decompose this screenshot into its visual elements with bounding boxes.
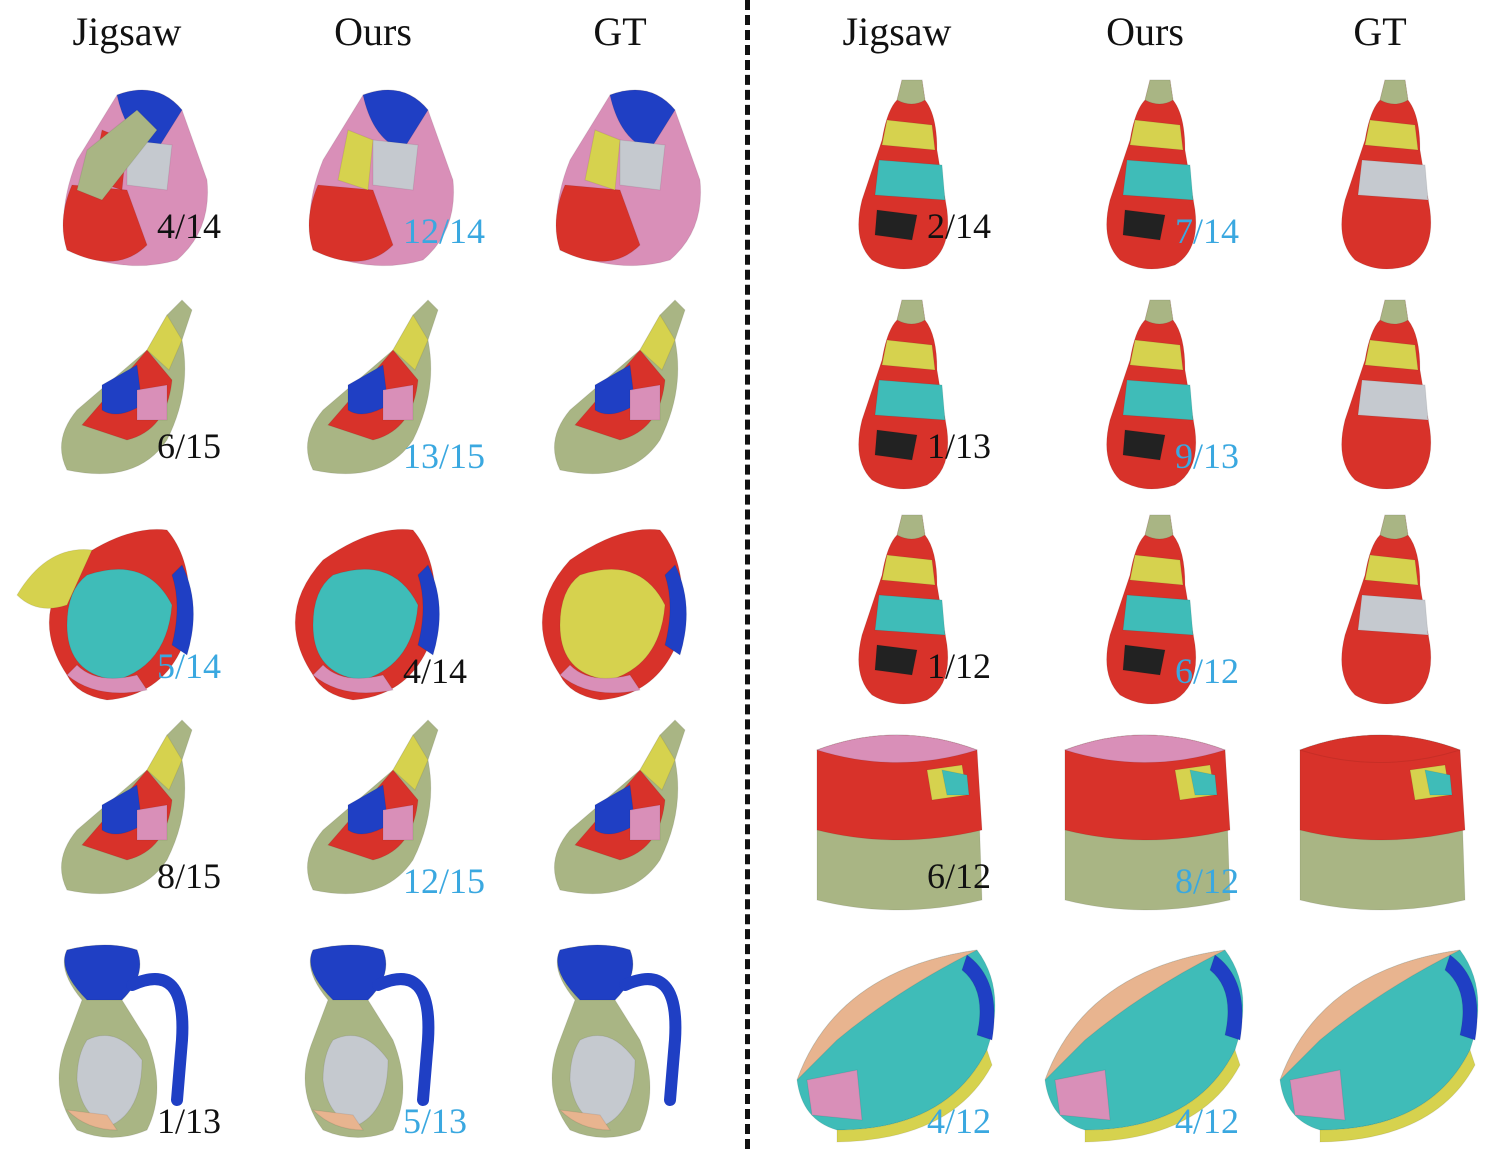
score-left-row5-ours: 5/13 [403,1101,468,1141]
score-left-row1-ours: 12/14 [403,211,486,251]
object-right-row3-gt [1260,505,1495,715]
score-right-row1-jigsaw: 2/14 [927,206,992,246]
bottle-render [858,514,949,705]
bottle-render [858,299,949,490]
pitcher-render [551,944,682,1138]
score-right-row5-jigsaw: 4/12 [927,1101,992,1141]
object-left-row5-jigsaw [7,930,247,1140]
pitcher-render [304,944,435,1138]
wine-bottle-render [553,299,686,475]
header-left-ours: Ours [334,9,412,54]
score-left-row2-jigsaw: 6/15 [157,426,222,466]
object-left-row1-ours [253,70,493,280]
object-right-row5-ours [1025,930,1265,1143]
score-left-row4-ours: 12/15 [403,861,486,901]
object-left-row4-jigsaw [7,710,247,920]
bowl-render [796,949,996,1143]
score-right-row5-ours: 4/12 [1175,1101,1240,1141]
bottle-render [1106,514,1197,705]
wine-bottle-render [306,719,439,895]
object-right-row1-ours [1025,70,1265,280]
object-left-row1-gt [500,70,740,280]
wine-bottle-render [60,719,193,895]
score-right-row2-jigsaw: 1/13 [927,426,992,466]
bottle-render [1106,79,1197,270]
score-right-row4-ours: 8/12 [1175,861,1240,901]
score-left-row5-jigsaw: 1/13 [157,1101,222,1141]
dashed-divider [745,0,750,1149]
jar-render [815,734,983,911]
score-left-row2-ours: 13/15 [403,436,486,476]
object-right-row2-jigsaw [777,290,1017,500]
object-left-row4-ours [253,710,493,920]
bottle-render [1341,514,1432,705]
egg-vase-render [16,528,194,701]
object-right-row2-ours [1025,290,1265,500]
object-left-row2-ours [253,290,493,500]
object-right-row3-ours [1025,505,1265,715]
object-right-row2-gt [1260,290,1495,500]
wine-bottle-render [306,299,439,475]
header-left-gt: GT [593,9,647,54]
cylinder-render [62,89,209,267]
cylinder-render [308,89,455,267]
object-left-row3-ours [253,505,493,715]
score-left-row3-ours: 4/14 [403,651,468,691]
header-right-ours: Ours [1106,9,1184,54]
score-right-row2-ours: 9/13 [1175,436,1240,476]
score-right-row3-jigsaw: 1/12 [927,646,992,686]
header-right-gt: GT [1353,9,1407,54]
object-left-row1-jigsaw [7,70,247,280]
object-right-row1-gt [1260,70,1495,280]
header-left-jigsaw: Jigsaw [72,9,182,54]
bottle-render [858,79,949,270]
object-right-row5-jigsaw [777,930,1017,1143]
score-right-row4-jigsaw: 6/12 [927,856,992,896]
object-left-row2-jigsaw [7,290,247,500]
jar-render [1063,734,1231,911]
object-left-row2-gt [500,290,740,500]
object-right-row4-gt [1260,710,1495,920]
wine-bottle-render [60,299,193,475]
object-left-row3-jigsaw [7,505,247,715]
bottle-render [1341,299,1432,490]
header-right-jigsaw: Jigsaw [842,9,952,54]
object-left-row5-ours [253,930,493,1140]
egg-vase-render [294,528,440,701]
wine-bottle-render [553,719,686,895]
bowl-render [1279,949,1479,1143]
score-left-row1-jigsaw: 4/14 [157,206,222,246]
cylinder-render [555,89,702,267]
bowl-render [1044,949,1244,1143]
jar-render [1298,734,1466,911]
object-left-row4-gt [500,710,740,920]
score-right-row3-ours: 6/12 [1175,651,1240,691]
object-left-row3-gt [500,505,740,715]
object-left-row5-gt [500,930,740,1140]
score-left-row4-jigsaw: 8/15 [157,856,222,896]
object-right-row1-jigsaw [777,70,1017,280]
object-right-row4-ours [1025,710,1265,920]
object-right-row3-jigsaw [777,505,1017,715]
pitcher-render [58,944,189,1138]
egg-vase-render [541,528,687,701]
object-right-row4-jigsaw [777,710,1017,920]
object-right-row5-gt [1260,930,1495,1143]
bottle-render [1341,79,1432,270]
score-left-row3-jigsaw: 5/14 [157,646,222,686]
score-right-row1-ours: 7/14 [1175,211,1240,251]
bottle-render [1106,299,1197,490]
